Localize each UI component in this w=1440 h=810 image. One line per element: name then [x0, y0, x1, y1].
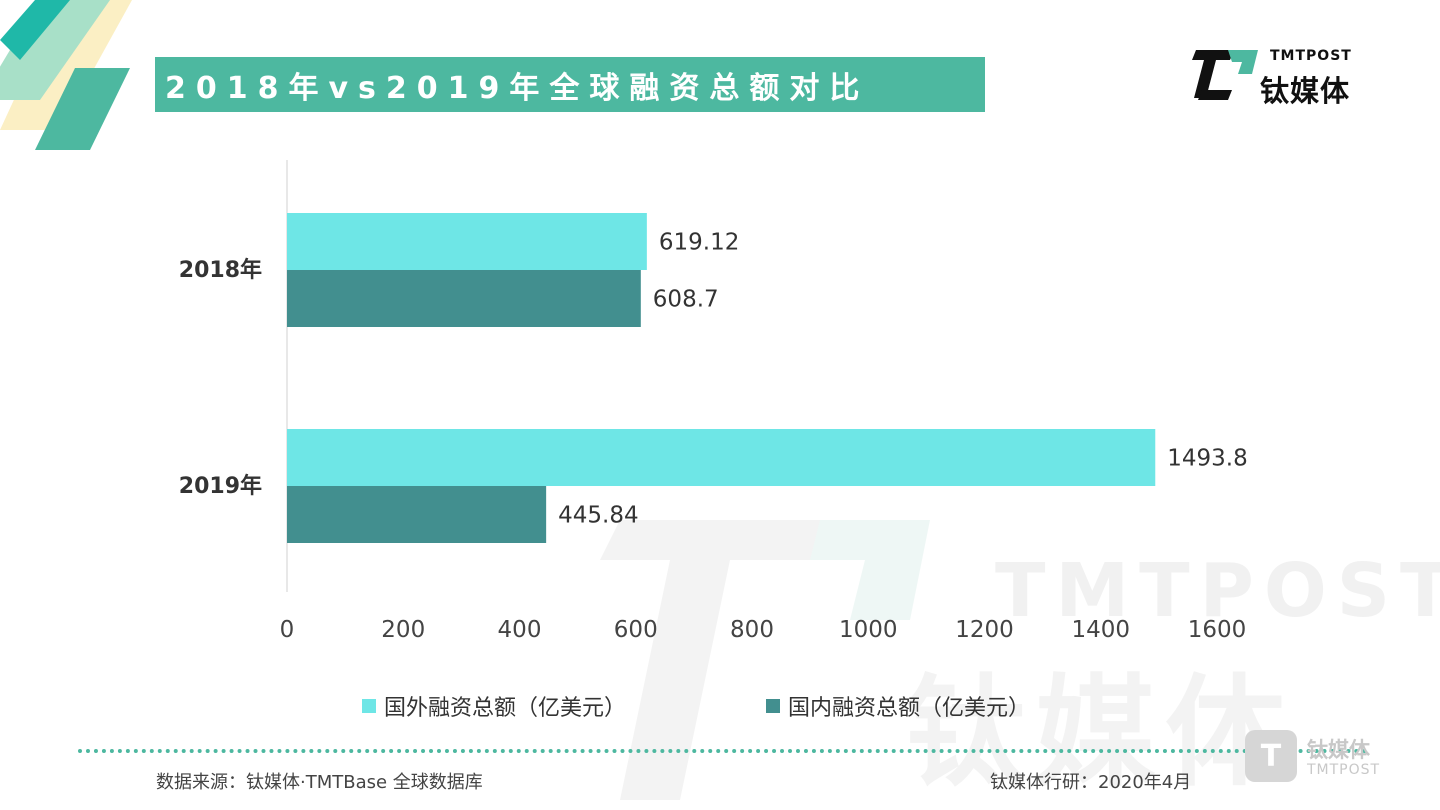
watermark-text-cn: 钛媒体 — [905, 664, 1295, 803]
legend-item-foreign: 国外融资总额（亿美元） — [362, 690, 626, 722]
page-title: 2018年vs2019年全球融资总额对比 — [165, 70, 870, 106]
x-tick-label: 1600 — [1188, 617, 1247, 643]
x-tick-label: 600 — [614, 617, 658, 643]
brand-mark-icon — [1192, 50, 1258, 100]
data-label: 1493.8 — [1167, 446, 1247, 472]
bar-foreign — [287, 213, 647, 270]
x-tick-label: 0 — [280, 617, 295, 643]
legend-swatch-foreign — [362, 699, 376, 713]
legend-item-domestic: 国内融资总额（亿美元） — [766, 690, 1030, 722]
bar-domestic — [287, 486, 547, 543]
decorative-stripes — [0, 0, 132, 150]
bar-domestic — [287, 270, 641, 327]
brand-logo: TMTPOST 钛媒体 — [1192, 38, 1382, 108]
brand-name-cn: 钛媒体 — [1260, 74, 1351, 108]
legend-label-domestic: 国内融资总额（亿美元） — [788, 696, 1031, 721]
x-tick-label: 1200 — [955, 617, 1014, 643]
data-label: 619.12 — [659, 230, 739, 256]
watermark-logo — [600, 520, 930, 800]
bar-chart: 2018年 619.12 608.7 2019年 1493.8 445.84 0 200 400… — [179, 160, 1248, 643]
footer-divider — [78, 749, 1368, 753]
category-label: 2019年 — [179, 473, 262, 499]
corner-logo: T 钛媒体 TMTPOST — [1245, 730, 1395, 782]
corner-logo-en: TMTPOST — [1307, 762, 1381, 778]
bar-foreign — [287, 429, 1156, 486]
category-label: 2018年 — [179, 257, 262, 283]
research-date: 钛媒体行研：2020年4月 — [990, 772, 1192, 793]
x-tick-label: 400 — [498, 617, 542, 643]
title-bar: 2018年vs2019年全球融资总额对比 — [155, 57, 985, 112]
data-label: 445.84 — [558, 503, 638, 529]
watermark-text-en: TMTPOST — [995, 548, 1440, 634]
corner-logo-cn: 钛媒体 — [1307, 738, 1370, 762]
brand-name-en: TMTPOST — [1270, 48, 1352, 64]
legend-swatch-domestic — [766, 699, 780, 713]
data-label: 608.7 — [653, 287, 719, 313]
x-tick-label: 1000 — [839, 617, 898, 643]
legend-label-foreign: 国外融资总额（亿美元） — [384, 696, 627, 721]
data-source: 数据来源：钛媒体·TMTBase 全球数据库 — [156, 772, 483, 793]
corner-logo-icon: T — [1245, 730, 1297, 782]
x-tick-label: 800 — [730, 617, 774, 643]
x-tick-label: 1400 — [1071, 617, 1130, 643]
x-tick-label: 200 — [381, 617, 425, 643]
